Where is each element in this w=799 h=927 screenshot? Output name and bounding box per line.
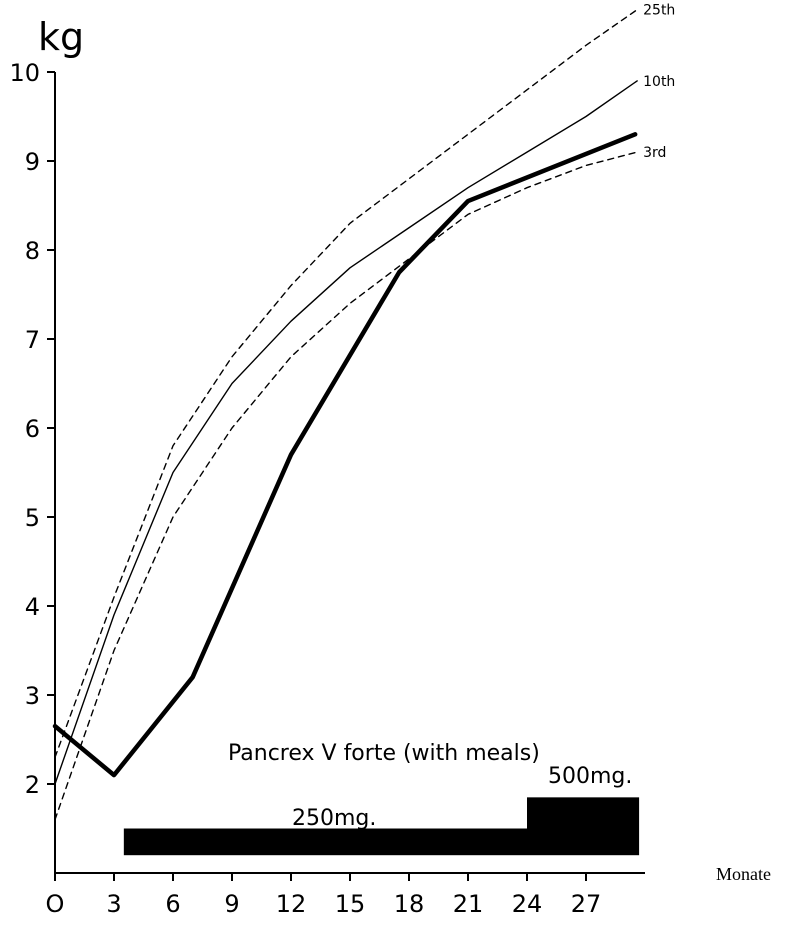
x-tick-label: 15 [335,890,366,918]
y-tick-label: 5 [25,504,40,532]
y-tick-label: 7 [25,326,40,354]
dose-bar [527,797,640,856]
y-axis-unit-label: kg [38,15,84,59]
y-tick-label: 3 [25,682,40,710]
series-line [54,80,638,785]
series-line [54,151,638,821]
dose-bar [123,828,527,856]
ticks: 2 3 4 5 6 7 8 9 10 O 3 6 9 12 15 18 21 24 27 [9,59,601,918]
dose-high-label: 500mg. [548,764,632,789]
x-tick-label: 27 [571,890,602,918]
y-tick-label: 8 [25,237,40,265]
x-tick-label: 18 [394,890,425,918]
x-tick-label: 12 [276,890,307,918]
x-tick-label: 6 [165,890,180,918]
y-tick-label: 9 [25,148,40,176]
y-tick-label: 6 [25,415,40,443]
series-end-label: 3rd [643,145,666,161]
y-tick-label: 2 [25,771,40,799]
series-line [52,132,638,778]
labels: kg Monate Pancrex V forte (with meals) 2… [38,15,771,884]
series-end-label: 25th [643,3,675,19]
series: 25th 10th 3rd [52,3,675,821]
series-line [54,9,638,758]
dose-bars [123,797,640,856]
y-tick-label: 10 [9,59,40,87]
pancrex-annotation: Pancrex V forte (with meals) [228,741,540,766]
series-end-label: 10th [643,74,675,90]
x-tick-label: 9 [224,890,239,918]
x-axis-title: Monate [716,864,771,884]
dose-low-label: 250mg. [292,806,376,831]
x-tick-label: 24 [512,890,543,918]
y-tick-label: 4 [25,593,40,621]
x-tick-label: 3 [106,890,121,918]
x-tick-label: 21 [453,890,484,918]
x-tick-label: O [46,890,65,918]
